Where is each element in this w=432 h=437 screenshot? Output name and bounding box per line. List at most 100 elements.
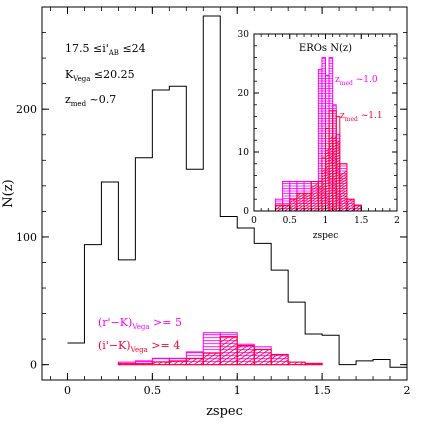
hatch-line (293, 362, 298, 365)
y-tick-label: 200 (16, 103, 37, 116)
hatch-line (296, 204, 305, 211)
hatch-line (288, 362, 292, 365)
hatch-line (321, 179, 326, 184)
y-tick-label: 0 (30, 359, 37, 372)
hatch-line (113, 363, 115, 364)
hatch-line (289, 199, 296, 204)
hatch-group (169, 360, 187, 365)
x-tick-label: 0 (64, 384, 71, 397)
hatch-group (318, 185, 322, 211)
hatch-group (288, 362, 304, 365)
series-all-step (67, 15, 407, 368)
hatch-line (311, 190, 319, 197)
hatch-line (220, 346, 238, 360)
hatch-line (237, 348, 255, 362)
hatch-line (203, 353, 218, 363)
hatch-line (147, 363, 151, 365)
y-tick-label: 10 (238, 148, 250, 158)
hatch-line (289, 200, 297, 207)
hatch-line (289, 202, 297, 209)
hatch-group (329, 136, 333, 211)
x-axis-label: zspec (206, 404, 243, 419)
bar-i-K (339, 163, 348, 211)
annotation-median-z: zmed ~0.7 (65, 93, 116, 108)
hatch-line (118, 363, 122, 365)
hatch-line (237, 345, 249, 354)
hatch-line (282, 205, 286, 208)
hatch-line (311, 182, 319, 189)
hatch-line (193, 358, 204, 365)
hatch-line (282, 205, 290, 211)
x-tick-label: 0.5 (283, 216, 298, 226)
x-tick-label: 2 (394, 216, 400, 226)
hatch-group (336, 140, 340, 211)
plot-frame (41, 6, 408, 381)
hatch-group (186, 358, 204, 365)
hatch-line (271, 354, 285, 364)
hatch-line (135, 363, 139, 365)
hatch-line (321, 199, 326, 203)
annotation-magnitude-range: 17.5 ≤i'AB ≤24 (65, 42, 146, 57)
hatch-line (205, 354, 221, 365)
y-tick-label: 30 (238, 30, 250, 40)
bar-r-K (202, 332, 221, 366)
bar-i-K (287, 361, 306, 366)
hatch-line (336, 192, 340, 197)
legend-r-k: (r'−K)Vega >= 5 (98, 316, 182, 331)
hatch-line (354, 205, 358, 208)
hatch-line (339, 184, 347, 191)
hatch-line (220, 336, 230, 344)
hatch-line (124, 363, 128, 365)
x-tick-label: 1 (234, 384, 241, 397)
series-i-K (113, 336, 326, 366)
bar-r-K (270, 353, 289, 366)
hatch-line (130, 363, 134, 365)
hatch-group (220, 336, 238, 365)
hatch-line (296, 196, 305, 203)
hatch-line (346, 199, 354, 204)
hatch-group (339, 170, 347, 211)
hatch-line (264, 359, 272, 365)
hatch-line (336, 156, 340, 161)
bar-i-K (304, 362, 326, 366)
hatch-line (254, 349, 264, 356)
hatch-line (179, 360, 186, 365)
hatch-group (332, 136, 337, 211)
hatch-line (304, 193, 312, 200)
hatch-line (237, 345, 243, 350)
series-i-K (274, 110, 362, 211)
hatch-line (304, 198, 312, 205)
hatch-line (169, 360, 174, 364)
hatch-line (199, 361, 204, 365)
hatch-line (318, 204, 322, 208)
legend-i-k: (i'−K)Vega >= 4 (98, 339, 180, 354)
hatch-line (243, 357, 255, 365)
hatch-line (223, 355, 238, 365)
hatch-group (289, 199, 297, 211)
hatch-line (305, 363, 309, 365)
hatch-group (321, 168, 326, 211)
hatch-line (237, 345, 255, 358)
hatch-line (339, 181, 347, 188)
hatch-line (141, 363, 145, 365)
hatch-line (186, 358, 192, 363)
hatch-line (324, 363, 326, 364)
hatch-line (220, 338, 238, 352)
hatch-line (173, 360, 180, 365)
y-axis-label: N(z) (1, 179, 16, 207)
hatch-line (311, 204, 319, 211)
x-tick-label: 2 (404, 384, 411, 397)
hatch-line (211, 358, 221, 365)
x-tick-label: 1 (323, 216, 329, 226)
y-tick-label: 20 (238, 89, 250, 99)
x-axis-label: zspec (313, 231, 339, 241)
hatch-line (304, 193, 309, 197)
hatch-line (274, 355, 289, 365)
inset-title: EROs N(z) (299, 43, 352, 54)
x-tick-label: 0 (251, 216, 257, 226)
bar-r-K (134, 360, 153, 366)
